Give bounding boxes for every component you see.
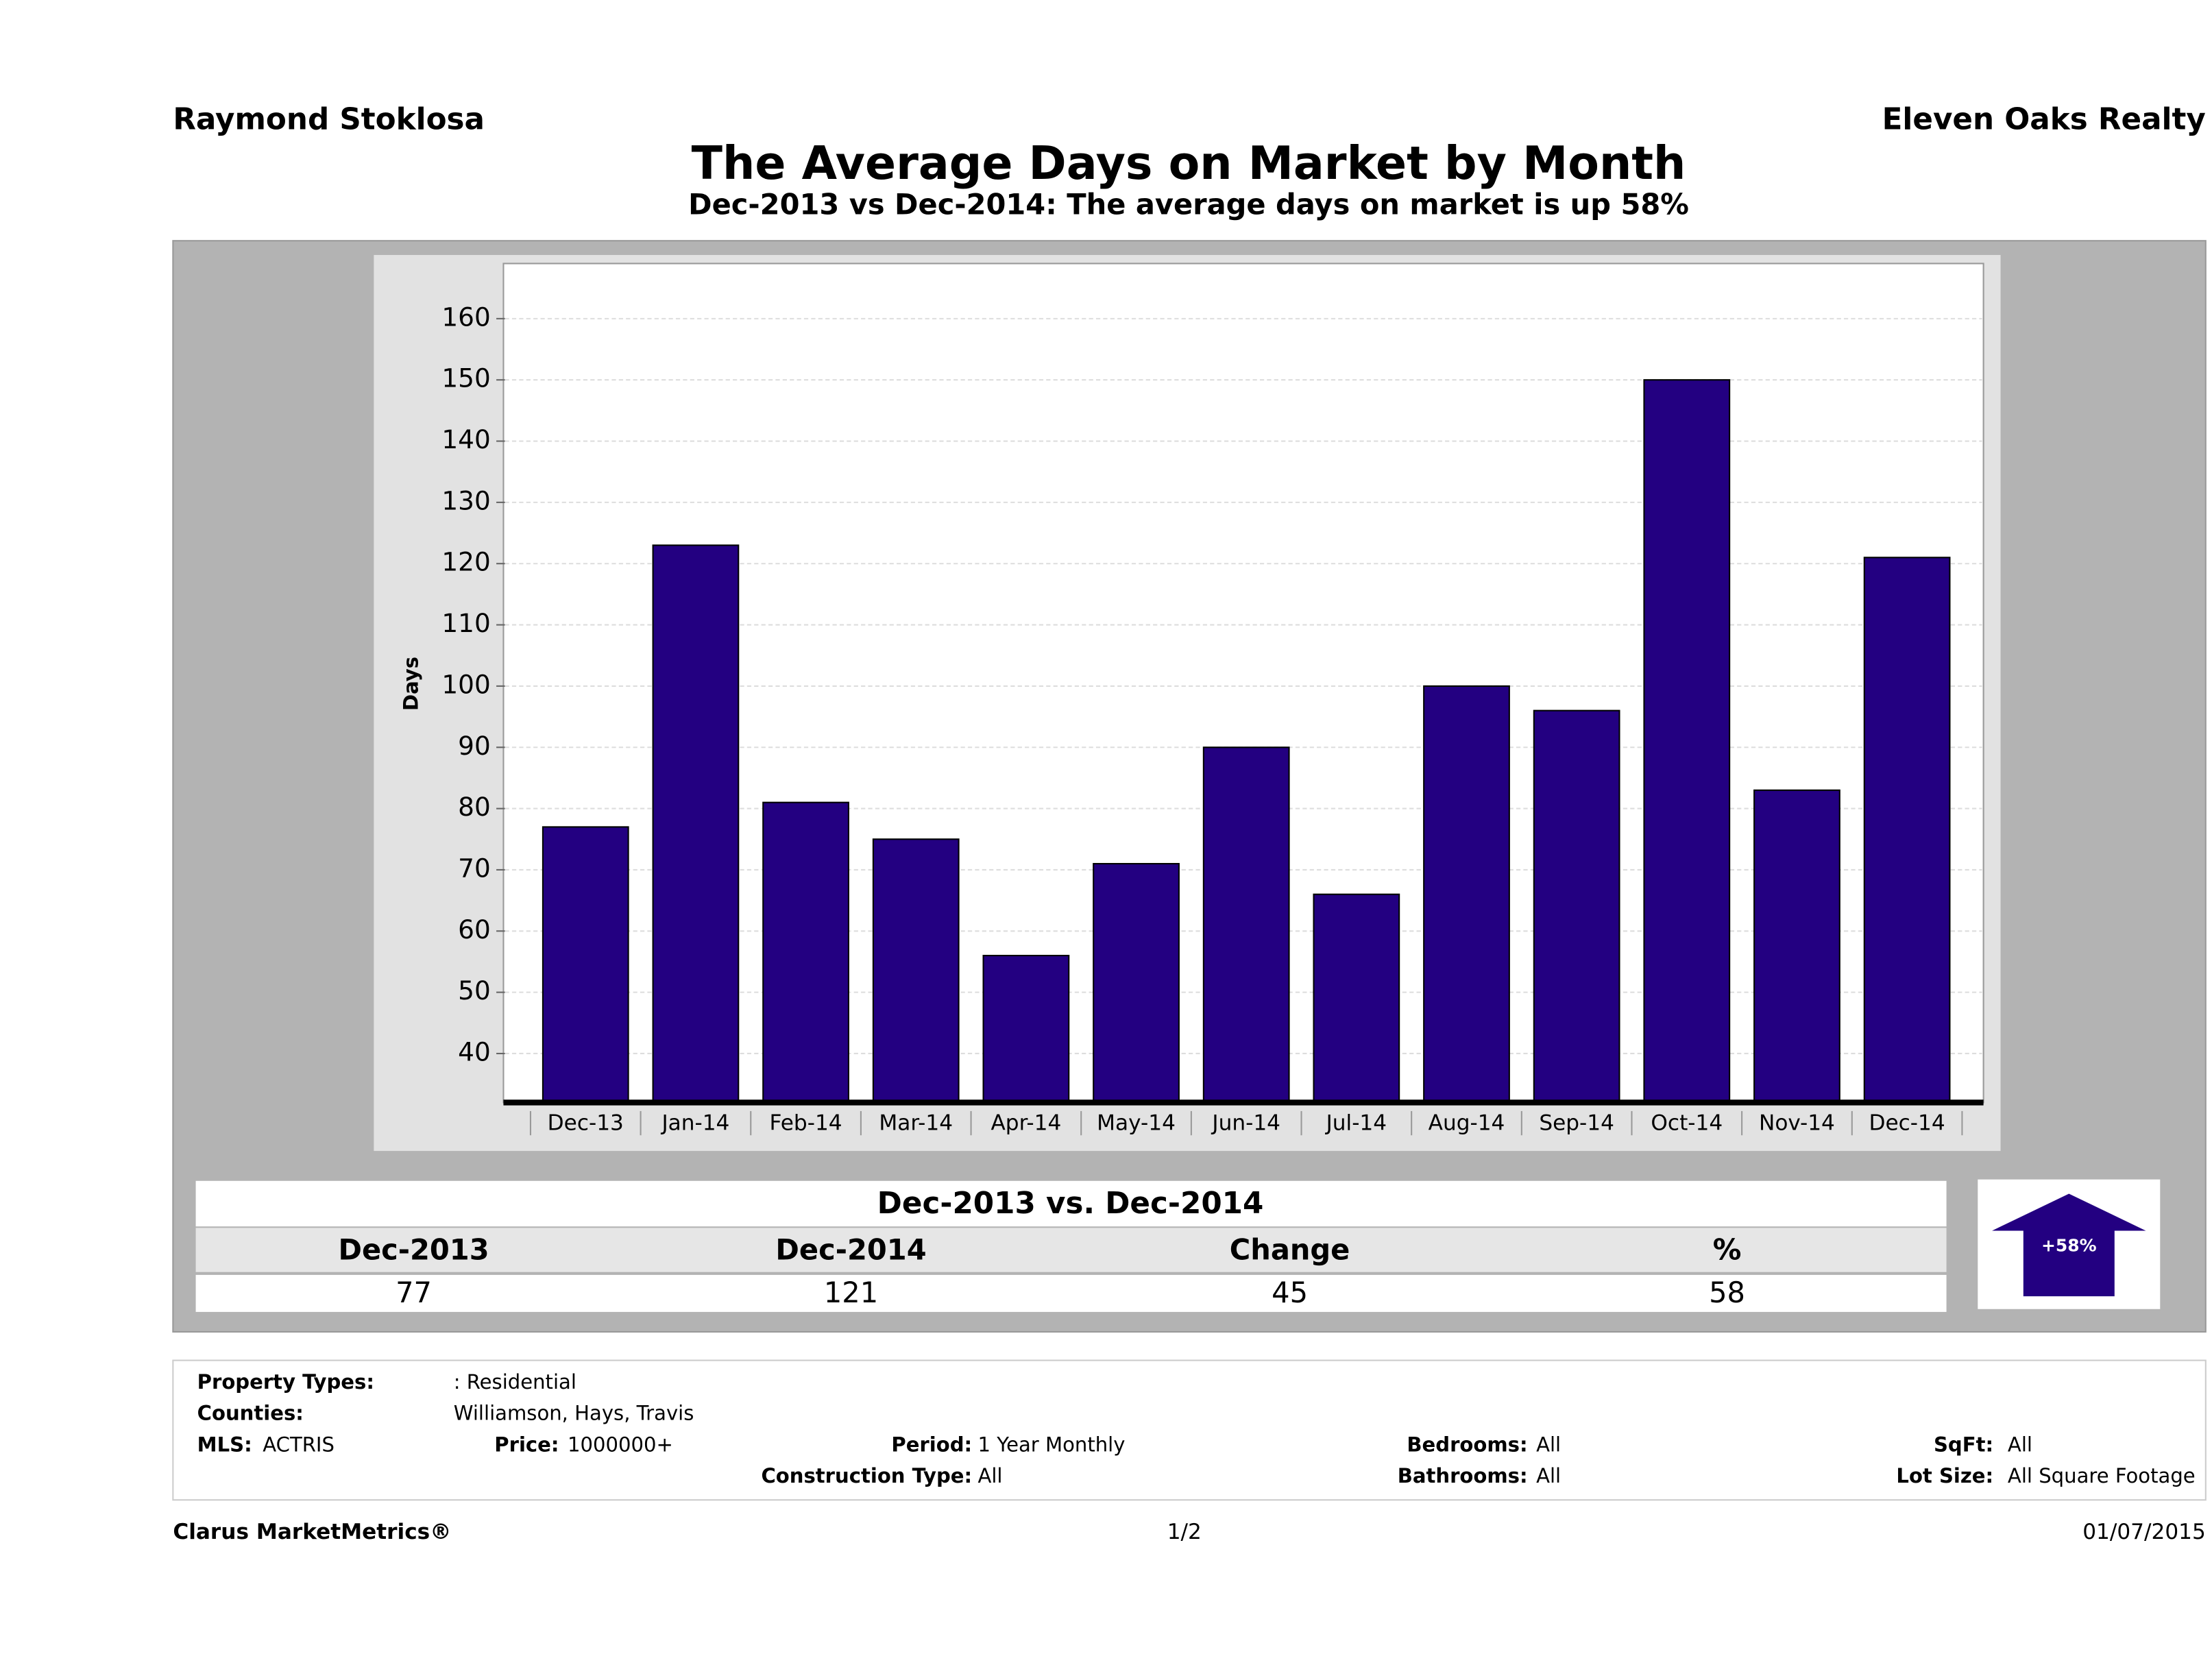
criteria-value: All Square Footage xyxy=(2008,1464,2196,1487)
bar xyxy=(1202,746,1290,1104)
bar xyxy=(1313,893,1400,1104)
criteria-value: 1000000+ xyxy=(568,1433,673,1456)
y-tick-label: 130 xyxy=(441,485,490,515)
criteria-label: MLS: xyxy=(197,1433,252,1456)
plot: 40 50 60 70 80 90 100 110 120 130 140 150 160 Dec-13 J… xyxy=(441,302,1984,1136)
x-tick-label: Apr-14 xyxy=(990,1111,1061,1136)
summary-value: 45 xyxy=(1272,1276,1308,1309)
criteria-value: All xyxy=(1536,1433,1561,1456)
criteria-value: : Residential xyxy=(454,1370,576,1394)
summary-header: % xyxy=(1713,1233,1742,1267)
criteria-label: Lot Size: xyxy=(1896,1464,1993,1487)
criteria-label: Property Types: xyxy=(197,1370,374,1394)
bar xyxy=(982,954,1070,1104)
summary-value: 121 xyxy=(824,1276,878,1309)
bar xyxy=(1423,685,1510,1104)
criteria-label: SqFt: xyxy=(1934,1433,1993,1456)
agent-name: Raymond Stoklosa xyxy=(173,102,485,137)
x-tick-label: Sep-14 xyxy=(1539,1111,1614,1136)
y-tick-label: 120 xyxy=(441,547,490,577)
y-tick-label: 100 xyxy=(441,669,490,699)
x-tick-label: Dec-14 xyxy=(1869,1111,1945,1136)
criteria-value: ACTRIS xyxy=(263,1433,335,1456)
badge-label: +58% xyxy=(2041,1235,2097,1255)
criteria-value: All xyxy=(2008,1433,2032,1456)
y-axis-label: Days xyxy=(399,657,422,711)
criteria-value: All xyxy=(977,1464,1002,1487)
criteria-label: Bathrooms: xyxy=(1398,1464,1528,1487)
summary-header-row xyxy=(195,1228,1947,1272)
x-tick-label: Nov-14 xyxy=(1759,1111,1835,1136)
y-tick-label: 140 xyxy=(441,424,490,454)
summary-header: Dec-2014 xyxy=(775,1233,926,1267)
summary-title-row xyxy=(195,1180,1947,1227)
x-tick-label: May-14 xyxy=(1097,1111,1176,1136)
y-tick-label: 160 xyxy=(441,302,490,332)
y-tick-label: 60 xyxy=(458,914,491,945)
bar xyxy=(1753,789,1840,1104)
criteria-box xyxy=(172,1359,2207,1501)
y-tick-label: 50 xyxy=(458,975,491,1006)
criteria-value: Williamson, Hays, Travis xyxy=(454,1402,694,1425)
footer-page: 1/2 xyxy=(1167,1520,1202,1544)
bar xyxy=(1643,379,1731,1104)
summary-header: Dec-2013 xyxy=(338,1233,489,1267)
chart-subtitle: Dec-2013 vs Dec-2014: The average days o… xyxy=(688,187,1689,221)
bar xyxy=(872,838,960,1104)
criteria-value: 1 Year Monthly xyxy=(977,1433,1125,1456)
criteria-label: Construction Type: xyxy=(761,1464,972,1487)
summary-value-row xyxy=(195,1274,1947,1312)
company-name: Eleven Oaks Realty xyxy=(1882,102,2206,137)
criteria-label: Counties: xyxy=(197,1402,304,1425)
x-tick-label: Feb-14 xyxy=(770,1111,842,1136)
x-tick-label: Jul-14 xyxy=(1325,1111,1387,1136)
x-tick-label: Mar-14 xyxy=(879,1111,953,1136)
up-arrow xyxy=(1992,1193,2146,1297)
bar xyxy=(1533,709,1620,1104)
bar xyxy=(1863,557,1951,1104)
y-tick-label: 70 xyxy=(458,853,491,883)
chart-title: The Average Days on Market by Month xyxy=(692,136,1686,190)
bar xyxy=(762,801,849,1104)
y-tick-label: 40 xyxy=(458,1036,491,1067)
summary-title: Dec-2013 vs. Dec-2014 xyxy=(877,1186,1264,1221)
bar xyxy=(652,544,740,1104)
criteria-label: Bedrooms: xyxy=(1407,1433,1527,1456)
x-tick-label: Jun-14 xyxy=(1211,1111,1280,1136)
criteria-value: All xyxy=(1536,1464,1561,1487)
criteria-label: Price: xyxy=(494,1433,559,1456)
summary-header: Change xyxy=(1230,1233,1350,1267)
summary-value: 77 xyxy=(396,1276,432,1309)
x-tick-label: Jan-14 xyxy=(660,1111,729,1136)
x-tick-label: Dec-13 xyxy=(548,1111,624,1136)
footer-date: 01/07/2015 xyxy=(2082,1520,2206,1544)
x-tick-label: Aug-14 xyxy=(1429,1111,1505,1136)
footer-brand: Clarus MarketMetrics® xyxy=(173,1520,451,1544)
y-tick-label: 80 xyxy=(458,792,491,822)
y-tick-label: 110 xyxy=(441,608,490,638)
y-tick-label: 90 xyxy=(458,731,491,761)
criteria-label: Period: xyxy=(891,1433,972,1456)
y-tick-label: 150 xyxy=(441,363,490,393)
bar xyxy=(1093,862,1180,1104)
bar xyxy=(542,826,629,1104)
x-tick-label: Oct-14 xyxy=(1651,1111,1723,1136)
summary-value: 58 xyxy=(1709,1276,1745,1309)
